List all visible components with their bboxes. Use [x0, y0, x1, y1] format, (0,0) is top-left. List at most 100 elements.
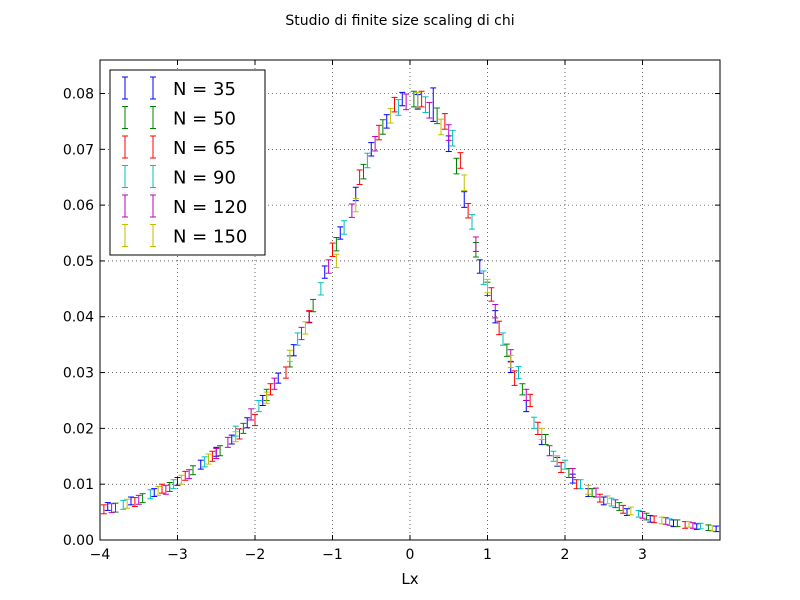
- error-bar-point: [635, 509, 642, 518]
- legend-marker: [150, 76, 156, 100]
- error-bar-point: [387, 108, 394, 124]
- error-bar-point: [248, 408, 255, 421]
- error-bar-point: [182, 470, 189, 481]
- error-bar-point: [589, 488, 596, 497]
- error-bar-point: [422, 96, 429, 113]
- legend-marker: [122, 194, 128, 218]
- error-bar-point: [139, 493, 146, 504]
- error-bar-point: [310, 298, 317, 313]
- error-bar-point: [697, 522, 704, 530]
- legend-marker: [150, 135, 156, 159]
- error-bar-point: [135, 494, 142, 505]
- error-bar-point: [457, 152, 464, 169]
- error-bar-point: [166, 482, 173, 492]
- error-bar-point: [519, 383, 526, 396]
- error-bar-point: [596, 493, 603, 503]
- error-bar-point: [131, 497, 138, 508]
- error-bar-point: [217, 445, 224, 457]
- x-axis-label: Lx: [401, 570, 418, 588]
- error-bar-point: [604, 495, 611, 505]
- error-bar-point: [689, 522, 696, 529]
- error-bar-point: [600, 496, 607, 506]
- error-bar-point: [562, 459, 568, 470]
- legend-item: N = 120: [122, 194, 247, 218]
- error-bar-point: [271, 377, 278, 390]
- error-bar-point: [391, 96, 398, 113]
- error-bar-point: [224, 436, 231, 448]
- error-bar-point: [155, 485, 162, 496]
- error-bar-point: [484, 278, 491, 294]
- legend-label: N = 120: [173, 197, 247, 218]
- legend-marker: [122, 76, 128, 100]
- error-bar-point: [624, 508, 630, 516]
- error-bar-point: [500, 332, 506, 346]
- error-bar-point: [356, 169, 363, 185]
- error-bar-point: [228, 434, 235, 445]
- error-bar-point: [713, 525, 720, 533]
- error-bar-point: [337, 226, 344, 240]
- error-bar-point: [546, 445, 553, 457]
- error-bar-point: [294, 332, 301, 346]
- error-bar-point: [503, 343, 510, 357]
- error-bar-point: [430, 87, 437, 122]
- error-bar-point: [352, 197, 359, 213]
- error-bar-point: [666, 518, 673, 526]
- legend-item: N = 50: [122, 106, 236, 130]
- error-bar-point: [585, 484, 592, 495]
- error-bar-point: [120, 499, 127, 510]
- error-bar-point: [151, 488, 158, 497]
- error-bar-point: [608, 497, 615, 507]
- series-0: [104, 87, 720, 533]
- error-bar-point: [128, 496, 134, 506]
- legend-label: N = 90: [173, 168, 236, 189]
- error-bar-point: [275, 372, 282, 384]
- error-bar-point: [259, 394, 266, 406]
- y-tick-label: 0.05: [63, 254, 94, 270]
- error-bar-point: [252, 413, 258, 427]
- error-bar-point: [612, 499, 619, 509]
- x-tick-label: −4: [90, 547, 111, 563]
- error-bar-point: [507, 354, 514, 369]
- error-bar-point: [410, 90, 417, 108]
- x-tick-label: 3: [638, 547, 647, 563]
- error-bar-point: [647, 514, 654, 523]
- error-bar-point: [620, 504, 627, 514]
- error-bar-point: [178, 474, 185, 485]
- error-bar-point: [108, 503, 115, 514]
- y-tick-label: 0.04: [63, 310, 94, 326]
- x-tick-label: 0: [406, 547, 415, 563]
- error-bar-point: [298, 326, 305, 341]
- legend-item: N = 65: [122, 135, 236, 159]
- error-bar-point: [496, 320, 503, 336]
- error-bar-point: [465, 202, 472, 219]
- error-bar-point: [379, 119, 386, 135]
- error-bar-point: [302, 321, 309, 335]
- error-bar-point: [643, 512, 650, 521]
- error-bar-point: [569, 468, 576, 478]
- error-bar-point: [558, 461, 565, 473]
- error-bar-point: [360, 163, 367, 180]
- legend-item: N = 35: [122, 76, 236, 100]
- error-bar-point: [376, 124, 382, 141]
- error-bar-point: [651, 515, 658, 524]
- error-bar-point: [333, 253, 340, 269]
- error-bar-point: [488, 287, 495, 302]
- error-bar-point: [170, 479, 177, 490]
- error-bar-point: [469, 214, 475, 230]
- legend-marker: [122, 224, 128, 247]
- y-tick-label: 0.08: [63, 86, 94, 102]
- error-bar-point: [399, 91, 406, 107]
- error-bar-point: [434, 107, 441, 125]
- error-bar-point: [709, 524, 716, 532]
- legend-marker: [150, 194, 156, 218]
- error-bar-point: [104, 502, 111, 511]
- error-bar-point: [418, 90, 425, 108]
- error-bar-point: [317, 282, 324, 296]
- error-bar-point: [492, 303, 499, 319]
- grid-lines: [100, 60, 720, 540]
- x-tick-label: 2: [561, 547, 570, 563]
- error-bar-point: [112, 502, 119, 513]
- error-bar-point: [527, 393, 534, 408]
- series-4: [108, 93, 696, 529]
